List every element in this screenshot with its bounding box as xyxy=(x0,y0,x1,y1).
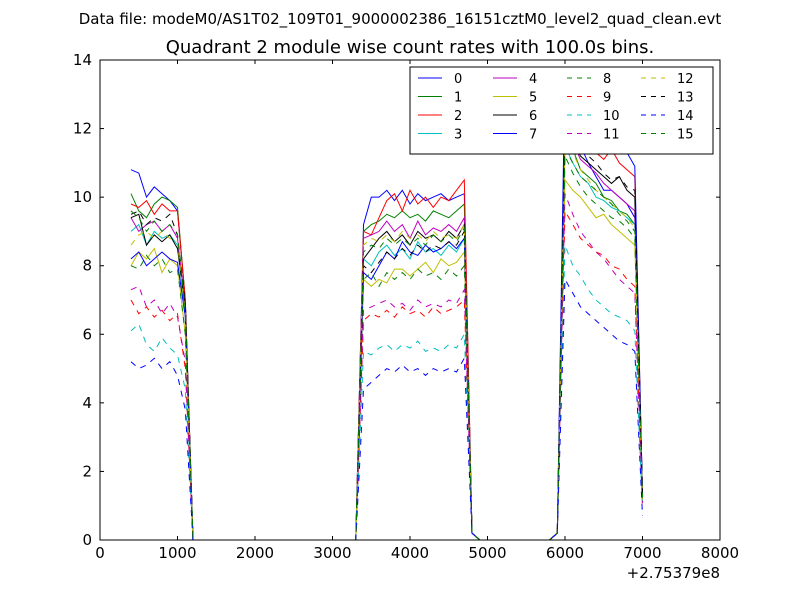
y-tick-label: 2 xyxy=(82,462,92,480)
x-tick-label: 7000 xyxy=(623,544,661,562)
series-line-8 xyxy=(130,155,643,541)
legend-label-14: 14 xyxy=(677,109,694,124)
series-line-0 xyxy=(130,107,643,541)
legend-label-12: 12 xyxy=(677,72,694,87)
y-tick-label: 0 xyxy=(82,531,92,549)
y-tick-label: 8 xyxy=(82,257,92,275)
x-tick-label: 5000 xyxy=(468,544,506,562)
series-line-9 xyxy=(130,209,643,541)
x-tick-label: 6000 xyxy=(546,544,584,562)
series-line-4 xyxy=(130,121,643,541)
series-line-11 xyxy=(130,193,643,541)
legend-label-11: 11 xyxy=(603,128,620,143)
legend-label-0: 0 xyxy=(454,72,462,87)
y-tick-label: 4 xyxy=(82,394,92,412)
series-line-3 xyxy=(130,145,643,541)
x-tick-label: 4000 xyxy=(391,544,429,562)
legend-label-10: 10 xyxy=(603,109,620,124)
series-line-2 xyxy=(130,99,643,541)
y-tick-label: 6 xyxy=(82,325,92,343)
series-line-10 xyxy=(130,244,643,541)
x-tick-label: 0 xyxy=(95,544,105,562)
chart-suptitle: Data file: modeM0/AS1T02_109T01_90000023… xyxy=(79,10,722,29)
x-tick-label: 1000 xyxy=(158,544,196,562)
legend-label-6: 6 xyxy=(529,109,537,124)
legend-label-7: 7 xyxy=(529,128,537,143)
x-tick-label: 8000 xyxy=(701,544,739,562)
series-layer xyxy=(130,68,643,541)
series-line-5 xyxy=(130,178,643,541)
x-tick-label: 3000 xyxy=(313,544,351,562)
legend-label-5: 5 xyxy=(529,91,537,106)
series-line-13 xyxy=(130,119,643,541)
legend-label-9: 9 xyxy=(603,91,611,106)
legend-label-4: 4 xyxy=(529,72,537,87)
series-line-15 xyxy=(130,147,643,541)
x-axis-offset-label: +2.75379e8 xyxy=(627,564,720,582)
legend-label-8: 8 xyxy=(603,72,611,87)
series-line-12 xyxy=(130,135,643,541)
chart-title: Quadrant 2 module wise count rates with … xyxy=(166,37,655,58)
series-line-6 xyxy=(130,126,643,541)
series-line-14 xyxy=(130,277,643,541)
y-tick-label: 12 xyxy=(73,120,92,138)
legend-frame xyxy=(409,66,714,155)
legend-label-15: 15 xyxy=(677,128,694,143)
legend-label-1: 1 xyxy=(454,91,462,106)
x-tick-label: 2000 xyxy=(236,544,274,562)
legend-label-3: 3 xyxy=(454,128,462,143)
plot-area-frame xyxy=(99,59,721,541)
legend-label-2: 2 xyxy=(454,109,462,124)
y-tick-label: 14 xyxy=(73,51,92,69)
y-tick-label: 10 xyxy=(73,188,92,206)
x-axis-ticks: 0 1000 2000 3000 4000 5000 6000 7000 8000 xyxy=(95,60,739,562)
legend-label-13: 13 xyxy=(677,91,694,106)
